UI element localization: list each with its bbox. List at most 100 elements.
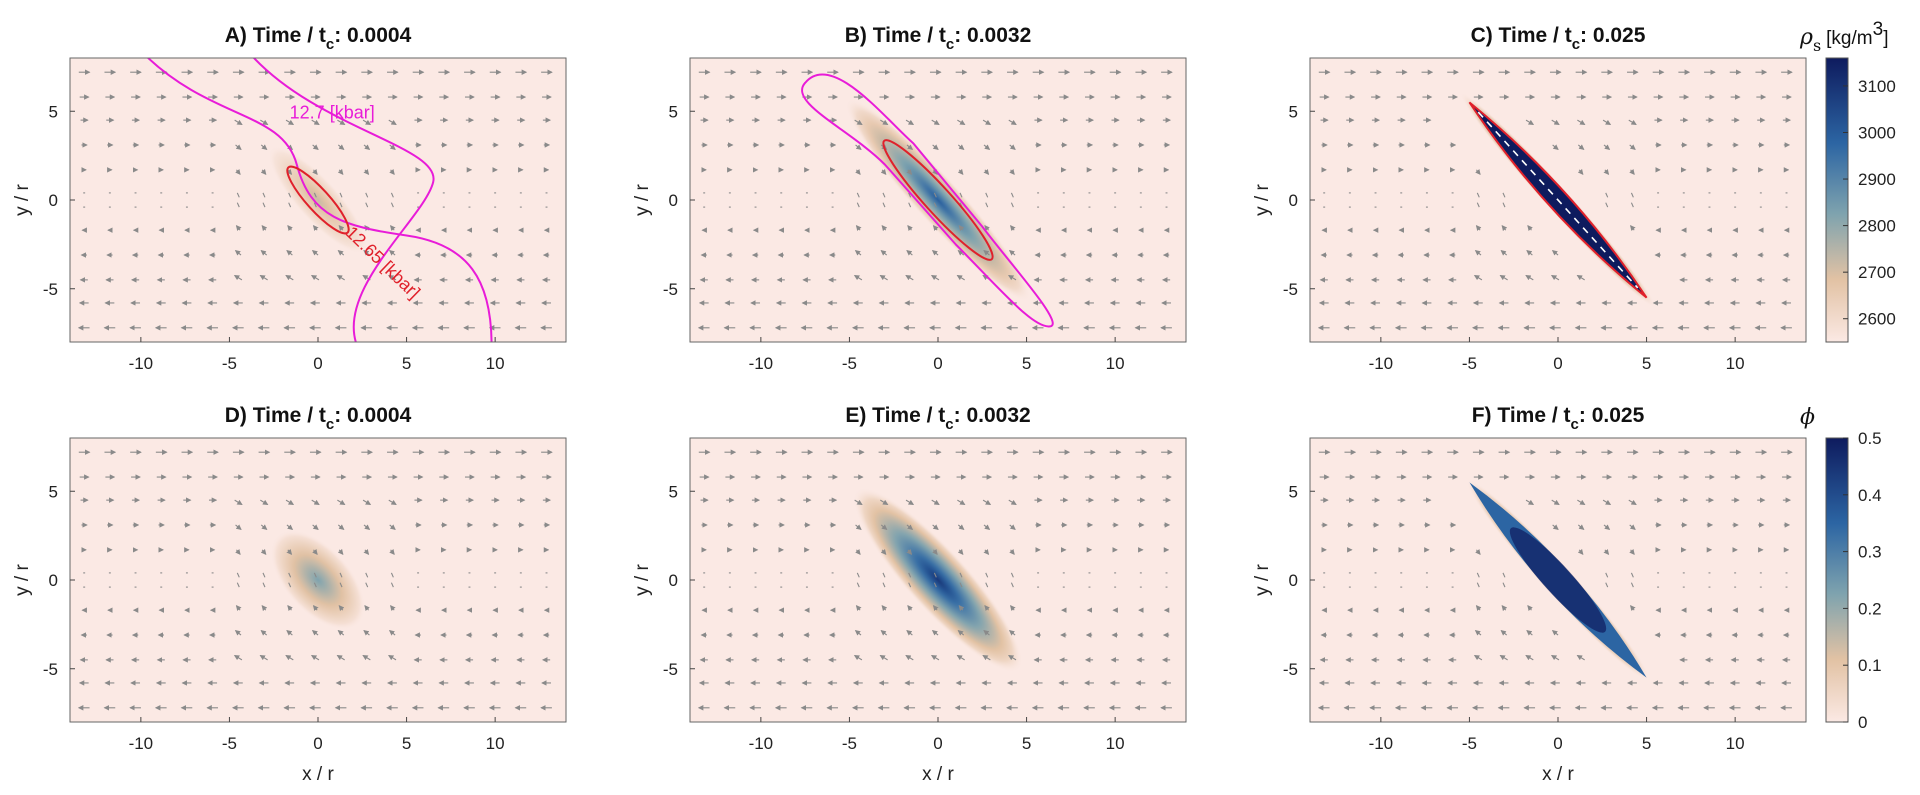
velocity-arrow (956, 654, 965, 661)
velocity-arrow (880, 250, 888, 256)
velocity-arrow (1525, 119, 1535, 126)
velocity-arrow (1577, 524, 1585, 530)
velocity-arrow (982, 499, 992, 506)
plot-area (697, 69, 1173, 331)
velocity-arrow (1603, 144, 1611, 150)
velocity-arrow (311, 250, 319, 256)
lens-centerline (1477, 111, 1639, 289)
velocity-arrow (1475, 605, 1482, 612)
velocity-arrow (388, 119, 397, 126)
density-band (853, 487, 1023, 673)
velocity-arrow (236, 202, 240, 208)
velocity-arrow (854, 499, 863, 506)
velocity-arrow (1010, 192, 1014, 198)
velocity-arrow (234, 119, 243, 126)
velocity-arrow (388, 250, 396, 256)
velocity-arrow (1008, 630, 1016, 636)
y-tick-label: -5 (43, 660, 58, 679)
velocity-arrow (313, 582, 317, 588)
velocity-arrow (957, 144, 965, 150)
velocity-arrow (1577, 144, 1585, 150)
velocity-arrow (855, 548, 861, 555)
velocity-arrow (1630, 582, 1634, 588)
velocity-arrow (1476, 572, 1480, 578)
x-tick-label: 10 (486, 734, 505, 753)
velocity-arrow (1500, 250, 1508, 256)
velocity-arrow (855, 225, 862, 232)
velocity-arrow (260, 144, 268, 150)
velocity-arrow (956, 274, 965, 281)
velocity-arrow (907, 225, 913, 232)
velocity-arrow (362, 654, 371, 661)
velocity-arrow (311, 499, 320, 506)
velocity-arrow (957, 250, 965, 256)
x-tick-label: -10 (1369, 734, 1394, 753)
velocity-arrow (855, 144, 862, 150)
velocity-arrow (906, 630, 913, 636)
colorbar-tick-label: 2700 (1858, 263, 1896, 282)
colorbar-tick-label: 3000 (1858, 123, 1896, 142)
velocity-arrow (363, 250, 370, 256)
velocity-arrow (389, 548, 395, 555)
velocity-arrow (882, 572, 886, 578)
velocity-arrow (1552, 524, 1559, 530)
velocity-arrow (932, 225, 939, 232)
y-tick-label: -5 (663, 660, 678, 679)
x-axis-label: x / r (922, 764, 954, 785)
velocity-arrows (1317, 69, 1793, 331)
y-tick-label: -5 (1283, 660, 1298, 679)
velocity-arrow (882, 192, 886, 198)
velocity-arrow (234, 250, 242, 256)
velocity-arrow (390, 605, 396, 612)
velocity-arrow (908, 202, 912, 208)
velocity-arrow (236, 192, 240, 198)
velocity-arrow (1525, 274, 1534, 281)
colorbar-tick-label: 0.2 (1858, 599, 1882, 618)
panel-title: E) Time / tc: 0.0032 (845, 404, 1030, 433)
velocity-arrow (234, 499, 243, 506)
density-band (270, 529, 366, 631)
y-tick-label: 0 (1289, 191, 1298, 210)
velocity-arrow (1502, 192, 1506, 198)
velocity-arrow (1629, 144, 1636, 150)
velocity-arrow (932, 524, 939, 530)
velocity-arrow (905, 654, 914, 661)
velocity-arrow (365, 582, 369, 588)
velocity-arrow (1629, 168, 1635, 175)
velocity-arrow (1476, 202, 1480, 208)
velocity-arrow (285, 119, 295, 126)
velocity-arrow (1473, 274, 1483, 281)
velocity-arrow (1602, 499, 1612, 506)
panel-E: -10 -5 0 5 10 -5 0 5 y / r x / r E) Time / tc: 0.0… (632, 404, 1187, 785)
colorbar-phi: 0.5 0.4 0.3 0.2 0.1 0 ϕ (1800, 405, 1882, 732)
lens-center (1509, 527, 1607, 633)
velocity-arrow (1501, 605, 1508, 612)
velocity-arrow (957, 630, 965, 636)
velocity-arrow (1007, 654, 1017, 661)
x-tick-label: -5 (1462, 734, 1477, 753)
velocity-arrow (339, 202, 343, 208)
x-tick-label: 5 (1022, 734, 1031, 753)
velocity-arrow (1501, 225, 1508, 232)
plot-area (697, 449, 1173, 711)
velocity-arrow (959, 192, 963, 198)
x-tick-label: 5 (402, 734, 411, 753)
velocity-arrow (338, 225, 345, 232)
panel-title: F) Time / tc: 0.025 (1472, 404, 1645, 433)
panel-D: -10 -5 0 5 10 -5 0 5 y / r x / r D) Time / tc: 0.0… (12, 404, 567, 785)
x-tick-label: 0 (1553, 354, 1562, 373)
velocity-arrow (262, 572, 266, 578)
velocity-arrow (854, 119, 863, 126)
velocity-arrow (336, 654, 345, 661)
velocity-arrow (235, 144, 242, 150)
velocity-arrow (287, 605, 293, 612)
y-tick-label: -5 (43, 280, 58, 299)
velocity-arrow (906, 524, 914, 530)
velocity-arrow (362, 499, 372, 506)
velocity-arrow (235, 168, 241, 175)
velocity-arrow (1551, 630, 1559, 636)
velocity-arrow (1577, 499, 1586, 506)
velocity-arrow (1630, 225, 1636, 232)
velocity-arrow (957, 119, 966, 126)
